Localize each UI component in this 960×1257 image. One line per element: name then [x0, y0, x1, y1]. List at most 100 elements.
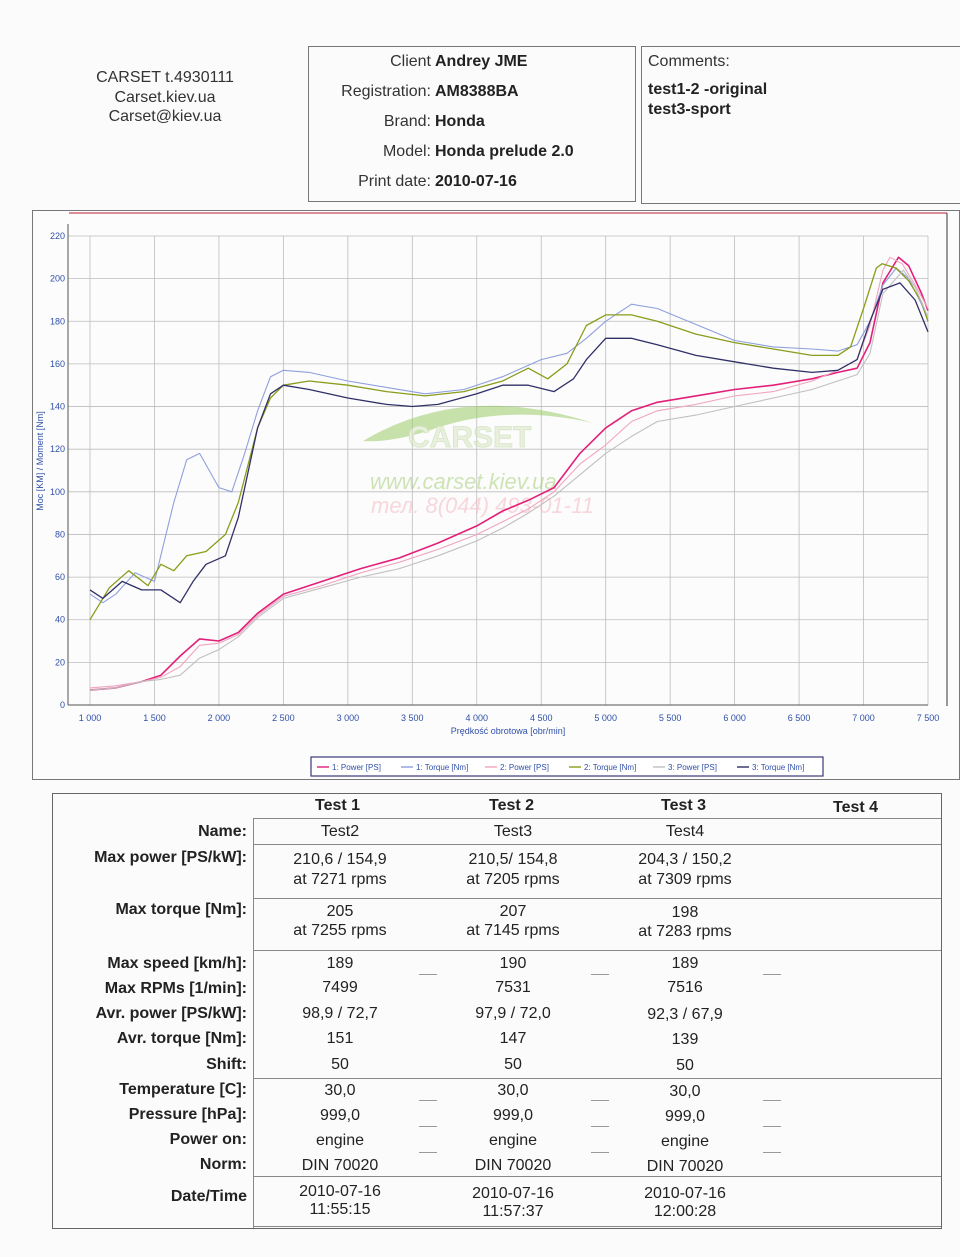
test2-pressure: 999,0: [492, 1107, 534, 1124]
info-row-print-date: Print date: 2010-07-16: [309, 173, 635, 203]
info-row-client: Client Andrey JME: [309, 53, 635, 83]
test3-name: Test4: [665, 823, 705, 840]
y-tick-label: 80: [55, 529, 65, 539]
test1-time: 11:55:15: [309, 1201, 371, 1218]
test2-max-power: 210,5/ 154,8: [468, 851, 558, 868]
test3-max-rpm: 7516: [667, 979, 703, 996]
legend-entry: 2: Torque [Nm]: [584, 763, 636, 772]
separator-dash: [591, 1100, 609, 1101]
x-tick-label: 2 500: [272, 713, 295, 723]
info-value: AM8388BA: [435, 83, 519, 100]
test2-max-power-at: at 7205 rpms: [466, 871, 560, 888]
company-info: CARSET t.4930111 Carset.kiev.ua Carset@k…: [60, 68, 270, 127]
y-tick-label: 40: [55, 615, 65, 625]
legend-entry: 1: Torque [Nm]: [416, 763, 468, 772]
column-divider: [253, 818, 254, 1228]
legend-entry: 3: Torque [Nm]: [752, 763, 804, 772]
info-row-model: Model: Honda prelude 2.0: [309, 143, 635, 173]
test3-power-on: engine: [660, 1133, 710, 1150]
separator-dash: [419, 1152, 437, 1153]
dyno-chart: CARSET www.carset.kiev.ua тел. 8(044) 49…: [32, 210, 960, 780]
test3-pressure: 999,0: [664, 1108, 706, 1125]
label-temperature: Temperature [C]:: [119, 1081, 247, 1098]
y-tick-label: 220: [50, 231, 65, 241]
separator-dash: [591, 974, 609, 975]
test3-time: 12:00:28: [653, 1203, 717, 1220]
info-row-registration: Registration: AM8388BA: [309, 83, 635, 113]
label-max-torque: Max torque [Nm]:: [115, 901, 247, 918]
y-tick-label: 120: [50, 444, 65, 454]
info-value: Honda prelude 2.0: [435, 143, 574, 160]
test2-avr-torque: 147: [499, 1030, 527, 1047]
label-datetime: Date/Time: [170, 1188, 247, 1205]
row-divider: [253, 818, 941, 819]
info-label: Model:: [382, 143, 431, 160]
series-line-3: [89, 256, 929, 689]
y-tick-label: 100: [50, 487, 65, 497]
test1-date: 2010-07-16: [299, 1183, 381, 1200]
separator-dash: [763, 1152, 781, 1153]
row-divider: [253, 950, 941, 951]
test2-power-on: engine: [488, 1132, 538, 1149]
x-tick-label: 3 000: [337, 713, 360, 723]
column-header-test-4: Test 4: [833, 799, 879, 816]
test3-max-torque: 198: [671, 904, 699, 921]
legend-entry: 2: Power [PS]: [500, 763, 549, 772]
separator-dash: [591, 1152, 609, 1153]
test2-avr-power: 97,9 / 72,0: [475, 1005, 551, 1022]
test3-max-speed: 189: [671, 955, 699, 972]
test3-temperature: 30,0: [669, 1083, 701, 1100]
legend-entry: 3: Power [PS]: [668, 763, 717, 772]
test1-max-rpm: 7499: [322, 979, 358, 996]
test1-avr-power: 98,9 / 72,7: [302, 1005, 378, 1022]
company-email: Carset@kiev.ua: [108, 108, 222, 125]
test1-avr-torque: 151: [326, 1030, 354, 1047]
separator-dash: [419, 974, 437, 975]
label-power-on: Power on:: [169, 1131, 247, 1148]
label-max-rpm: Max RPMs [1/min]:: [104, 980, 247, 997]
row-divider: [253, 844, 941, 845]
company-website: Carset.kiev.ua: [114, 88, 216, 106]
label-norm: Norm:: [199, 1156, 247, 1173]
series-line-5: [89, 269, 929, 691]
info-value: Honda: [435, 113, 485, 130]
label-avr-power: Avr. power [PS/kW]:: [95, 1005, 247, 1022]
comment-line: test3-sport: [648, 101, 731, 118]
label-shift: Shift:: [206, 1056, 247, 1073]
comments-box: Comments: test1-2 -original test3-sport: [641, 46, 960, 204]
label-max-power: Max power [PS/kW]:: [94, 849, 247, 866]
info-label: Client: [390, 53, 431, 70]
chart-legend: 1: Power [PS] 1: Torque [Nm] 2: Power [PS]…: [310, 756, 824, 777]
test1-max-torque: 205: [326, 903, 354, 920]
test2-max-speed: 190: [499, 955, 527, 972]
series-line-6: [89, 282, 929, 604]
test2-name: Test3: [493, 823, 533, 840]
test1-max-power-at: at 7271 rpms: [293, 871, 387, 888]
x-tick-label: 5 000: [594, 713, 617, 723]
test1-max-speed: 189: [326, 955, 354, 972]
x-tick-label: 7 500: [917, 713, 940, 723]
info-value: Andrey JME: [435, 53, 528, 70]
separator-dash: [763, 1126, 781, 1127]
separator-dash: [763, 974, 781, 975]
test2-max-rpm: 7531: [495, 979, 531, 996]
label-max-speed: Max speed [km/h]:: [107, 955, 247, 972]
test3-avr-torque: 139: [671, 1031, 699, 1048]
x-tick-label: 2 000: [208, 713, 231, 723]
column-header-test-2: Test 2: [489, 797, 535, 814]
series-line-1: [89, 256, 929, 691]
y-tick-label: 20: [55, 657, 65, 667]
dyno-chart-svg: CARSET www.carset.kiev.ua тел. 8(044) 49…: [33, 211, 959, 779]
test1-name: Test2: [320, 823, 360, 840]
label-name: Name:: [198, 823, 247, 840]
row-divider: [253, 898, 941, 899]
test2-shift: 50: [504, 1056, 522, 1073]
y-tick-label: 180: [50, 316, 65, 326]
legend-entry: 1: Power [PS]: [332, 763, 381, 772]
x-tick-label: 6 000: [723, 713, 746, 723]
label-pressure: Pressure [hPa]:: [128, 1106, 247, 1123]
test1-power-on: engine: [315, 1132, 365, 1149]
x-axis-label: Prędkość obrotowa [obr/min]: [451, 726, 566, 736]
carset-watermark: CARSET www.carset.kiev.ua тел. 8(044) 49…: [363, 405, 594, 518]
x-tick-label: 1 000: [79, 713, 102, 723]
